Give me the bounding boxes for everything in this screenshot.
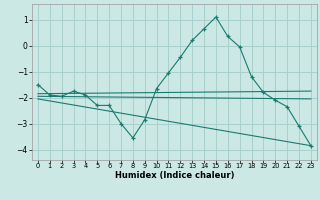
X-axis label: Humidex (Indice chaleur): Humidex (Indice chaleur)	[115, 171, 234, 180]
